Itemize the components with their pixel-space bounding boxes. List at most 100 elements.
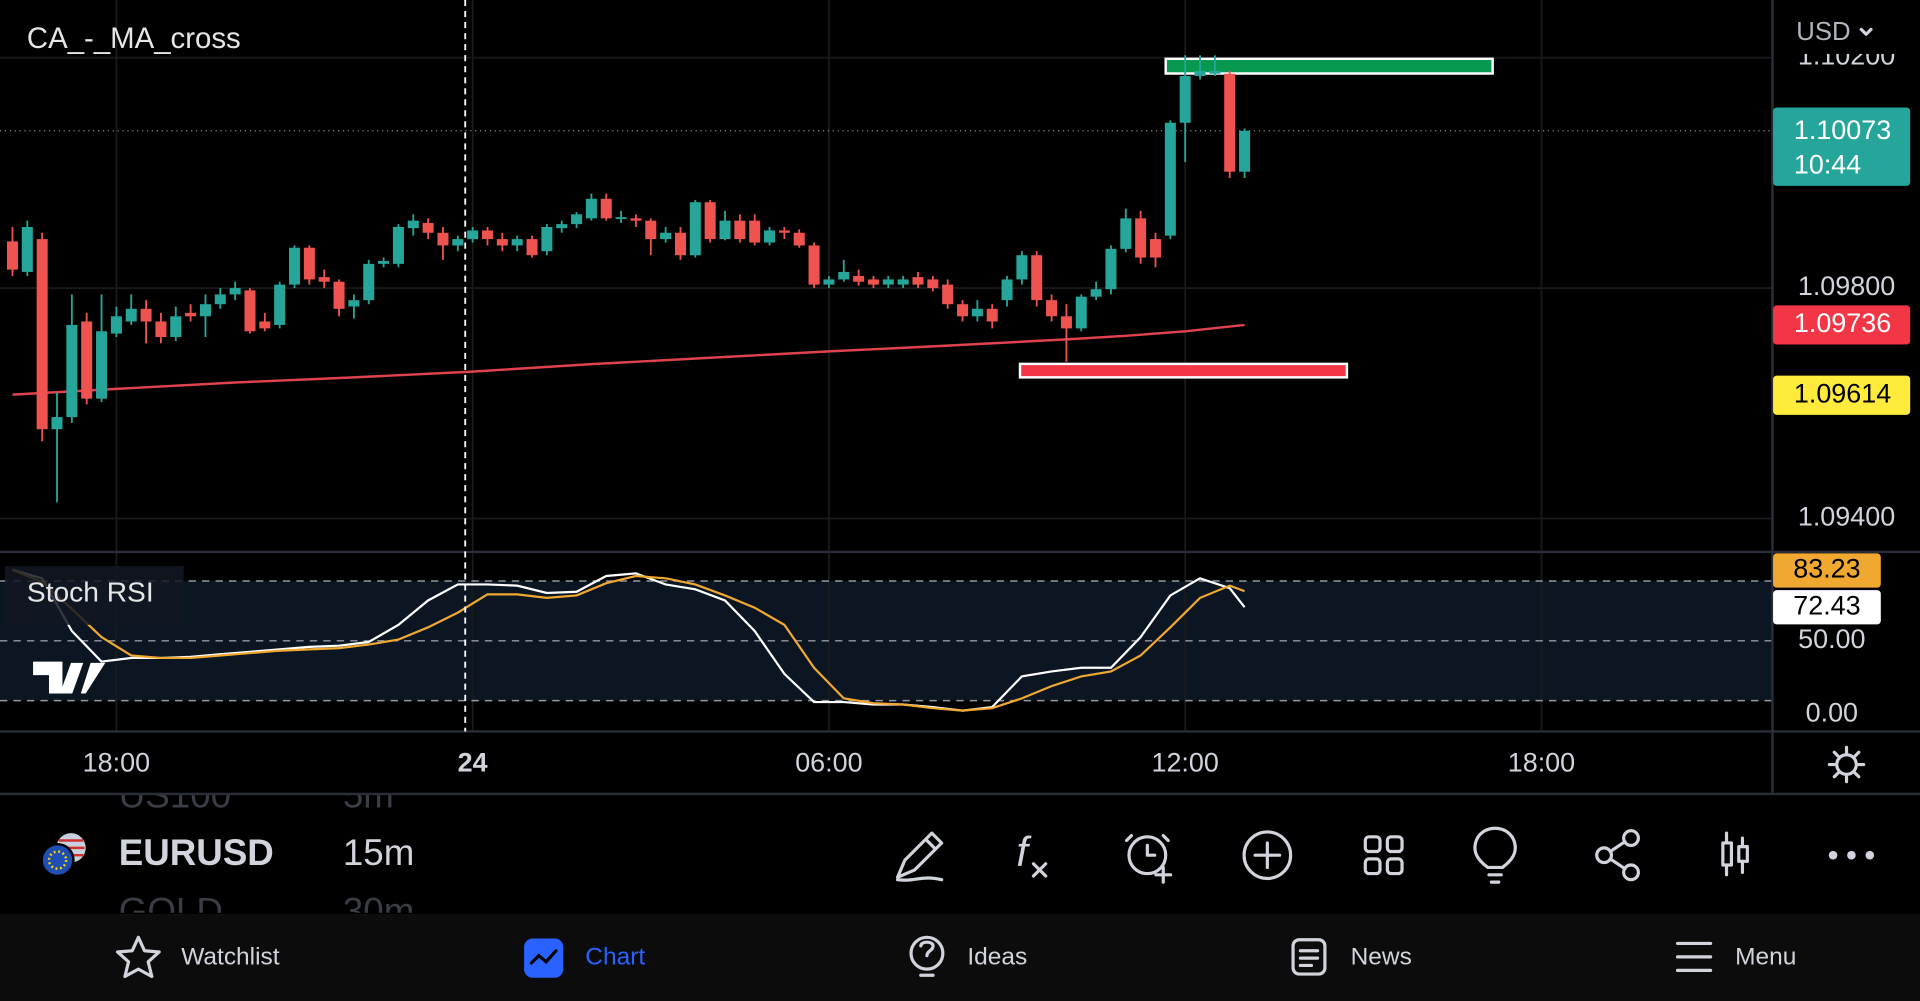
candle-body xyxy=(1060,316,1072,329)
value-label-bg xyxy=(1773,553,1881,588)
candle-body xyxy=(496,239,508,246)
candle-body xyxy=(912,277,924,285)
next-symbol[interactable]: GOLD xyxy=(119,891,223,932)
candle-body xyxy=(897,279,909,285)
candle-body xyxy=(437,232,449,246)
candle-body xyxy=(1075,296,1087,329)
candle-body xyxy=(36,239,48,430)
candle-body xyxy=(96,331,108,399)
candle-body xyxy=(1209,70,1221,74)
candle-body xyxy=(1164,122,1176,236)
next-interval[interactable]: 30m xyxy=(343,891,414,932)
nav-ideas[interactable]: Ideas xyxy=(967,944,1027,971)
currency-bg xyxy=(1775,9,1916,54)
menu-nav-icon[interactable] xyxy=(1675,941,1713,972)
candle-body xyxy=(274,284,286,325)
settings-icon[interactable] xyxy=(1827,745,1866,784)
candle-body xyxy=(363,263,375,301)
ideas-icon[interactable] xyxy=(1473,826,1517,884)
target-zone[interactable] xyxy=(1164,57,1494,75)
candle-body xyxy=(823,279,835,285)
candle-body xyxy=(1224,73,1236,172)
candle-body xyxy=(481,230,494,240)
candle-body xyxy=(110,316,122,334)
nav-chart[interactable]: Chart xyxy=(585,944,645,971)
prev-interval[interactable]: 5m xyxy=(343,774,394,815)
watchlist-icon[interactable] xyxy=(115,935,161,979)
candle-body xyxy=(66,324,78,418)
candle-body xyxy=(734,220,746,240)
candle-body xyxy=(971,308,983,317)
candle-body xyxy=(986,308,998,322)
candle-body xyxy=(526,239,538,256)
candle-body xyxy=(808,245,820,285)
y-tick-label: 0.00 xyxy=(1806,697,1858,727)
candle-body xyxy=(838,271,850,280)
candle-body xyxy=(229,288,241,295)
price-countdown: 10:44 xyxy=(1794,149,1861,179)
candle-body xyxy=(704,202,716,240)
candle-body xyxy=(1135,218,1147,258)
alert-icon[interactable] xyxy=(1124,834,1173,884)
chart-style-icon[interactable] xyxy=(1721,831,1749,877)
nav-news[interactable]: News xyxy=(1351,944,1412,971)
candle-body xyxy=(1090,289,1102,297)
candle-body xyxy=(942,284,954,305)
candle-body xyxy=(882,279,894,285)
candle-body xyxy=(689,202,701,256)
value-label: 72.43 xyxy=(1793,590,1860,620)
symbol[interactable]: EURUSD xyxy=(119,832,274,873)
candle-body xyxy=(422,222,434,233)
candle-body xyxy=(214,294,226,305)
candle-body xyxy=(318,277,330,282)
news-nav-icon[interactable] xyxy=(1291,938,1327,976)
ideas-nav-icon[interactable] xyxy=(909,935,945,977)
candle-body xyxy=(467,230,479,240)
axes: 18:00 24 06:00 12:00 18:001.102001.098001.09… xyxy=(83,0,1911,778)
candle-body xyxy=(615,217,627,220)
price-label: 1.10073 xyxy=(1794,115,1891,145)
candle-body xyxy=(303,247,315,280)
candle-body xyxy=(1179,76,1191,123)
prev-symbol[interactable]: US100 xyxy=(119,774,231,815)
candle-body xyxy=(407,220,419,229)
share-icon[interactable] xyxy=(1595,829,1640,882)
candle-body xyxy=(571,214,583,225)
price-label-bg xyxy=(1773,107,1911,186)
candle-body xyxy=(199,304,211,317)
candle-body xyxy=(674,232,686,256)
chart-nav-glyph xyxy=(529,949,558,965)
candle-body xyxy=(1016,255,1028,280)
add-icon[interactable] xyxy=(1242,830,1293,881)
candle-body xyxy=(185,312,197,317)
candle-body xyxy=(1149,239,1162,258)
candle-body xyxy=(927,279,939,289)
nav-watchlist[interactable]: Watchlist xyxy=(181,944,280,971)
candle-body xyxy=(793,232,805,246)
layout-icon[interactable] xyxy=(1363,835,1404,876)
stop-zone[interactable] xyxy=(1018,362,1349,379)
nav-bar xyxy=(0,914,1920,1001)
interval[interactable]: 15m xyxy=(343,832,414,873)
currency[interactable]: USD xyxy=(1796,18,1850,46)
draw-icon[interactable] xyxy=(895,831,944,882)
x-tick-label: 18:00 xyxy=(83,748,150,778)
more-icon[interactable] xyxy=(1828,850,1875,860)
stoch-line xyxy=(12,568,1246,712)
candle-body xyxy=(867,279,879,285)
candle-body xyxy=(645,220,657,240)
price-label-bg xyxy=(1773,305,1911,345)
value-label: 83.23 xyxy=(1793,554,1860,584)
candle-body xyxy=(719,220,731,240)
currency-chevron xyxy=(1859,27,1873,36)
x-tick-label: 18:00 xyxy=(1508,748,1575,778)
moving-average xyxy=(12,323,1245,396)
candle-body xyxy=(1031,255,1043,301)
price-label: 1.09736 xyxy=(1794,308,1891,338)
nav-menu[interactable]: Menu xyxy=(1735,944,1796,971)
stoch-title[interactable]: Stoch RSI xyxy=(27,576,154,608)
indicator-title[interactable]: CA_-_MA_cross xyxy=(27,22,241,55)
candle-body xyxy=(155,321,167,338)
candle-body xyxy=(1105,248,1117,290)
